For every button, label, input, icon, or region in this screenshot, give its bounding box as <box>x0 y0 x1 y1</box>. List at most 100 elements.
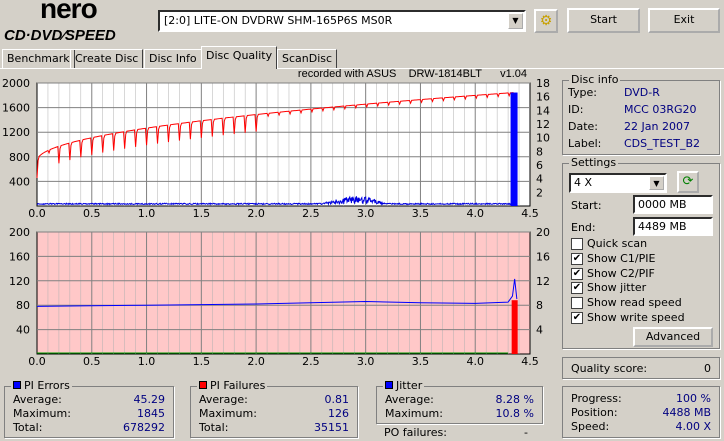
plot-area <box>37 83 530 206</box>
quality-score-value: 0 <box>704 362 711 375</box>
x-tick-label: 2.0 <box>247 355 265 368</box>
pi-errors-title: PI Errors <box>24 379 70 392</box>
checkbox[interactable]: ✔ <box>571 253 583 265</box>
stat-value: 45.29 <box>134 393 166 406</box>
start-label: Start: <box>571 199 602 212</box>
y-tick-label: 1200 <box>2 126 30 139</box>
advanced-button[interactable]: Advanced <box>633 327 713 347</box>
checkbox[interactable] <box>571 297 583 309</box>
checkbox[interactable]: ✔ <box>571 312 583 324</box>
plot-area <box>37 232 530 354</box>
speed-select[interactable]: 4 X ▼ <box>569 173 667 193</box>
stat-value: 4488 MB <box>662 406 711 419</box>
jitter-color-icon <box>385 381 393 389</box>
checkbox-label: Quick scan <box>587 237 647 250</box>
stat-label: Position: <box>571 406 618 419</box>
y2-tick-label: 8 <box>536 299 543 312</box>
y2-tick-label: 10 <box>536 132 550 145</box>
checkbox-option[interactable]: Quick scan <box>571 237 711 251</box>
checkbox-option[interactable]: Show read speed <box>571 296 711 310</box>
x-tick-label: 1.0 <box>138 207 156 220</box>
x-tick-label: 0.5 <box>83 355 101 368</box>
x-tick-label: 2.5 <box>302 207 320 220</box>
stat-label: Maximum: <box>199 407 257 420</box>
stat-row: Average: 8.28 % <box>385 393 534 408</box>
quality-score-group: Quality score: 0 <box>562 357 720 379</box>
x-tick-label: 4.5 <box>521 355 539 368</box>
stat-value: 1845 <box>137 407 165 420</box>
settings-title: Settings <box>569 156 618 169</box>
stat-label: Average: <box>199 393 248 406</box>
tab-disc-quality[interactable]: Disc Quality <box>201 46 277 69</box>
stat-row: Progress: 100 % <box>571 392 711 407</box>
checkbox[interactable] <box>571 238 583 250</box>
y2-tick-label: 12 <box>536 118 550 131</box>
checkbox-option[interactable]: ✔ Show jitter <box>571 281 711 295</box>
pi-failures-spike <box>512 300 518 354</box>
disc-info-value: DVD-R <box>624 86 660 99</box>
y2-tick-label: 4 <box>536 324 543 337</box>
disc-info-label: Date: <box>568 120 598 133</box>
x-tick-label: 0.0 <box>28 355 46 368</box>
po-failures-value: - <box>524 426 528 439</box>
stat-label: Speed: <box>571 420 609 433</box>
stat-label: Progress: <box>571 392 622 405</box>
stat-label: Average: <box>385 393 434 406</box>
stat-row: Maximum: 126 <box>199 407 349 422</box>
stat-value: 10.8 % <box>496 407 534 420</box>
x-tick-label: 0.0 <box>28 207 46 220</box>
end-label: End: <box>571 221 596 234</box>
jitter-group: Jitter Average: 8.28 % Maximum: 10.8 % <box>376 386 543 424</box>
stat-value: 678292 <box>123 421 165 434</box>
disc-info-row: ID: MCC 03RG20 <box>568 103 711 118</box>
stat-row: Maximum: 10.8 % <box>385 407 534 422</box>
disc-info-row: Date: 22 Jan 2007 <box>568 120 711 135</box>
y2-tick-label: 16 <box>536 91 550 104</box>
checkbox[interactable]: ✔ <box>571 282 583 294</box>
disc-info-value: 22 Jan 2007 <box>624 120 690 133</box>
checkbox[interactable]: ✔ <box>571 268 583 280</box>
y2-tick-label: 8 <box>536 145 543 158</box>
stat-label: Maximum: <box>385 407 443 420</box>
stat-value: 126 <box>328 407 349 420</box>
y-tick-label: 160 <box>9 250 30 263</box>
checkbox-label: Show read speed <box>587 296 682 309</box>
disc-info-label: Type: <box>568 86 597 99</box>
checkbox-label: Show C1/PIE <box>587 252 655 265</box>
disc-info-row: Label: CDS_TEST_B2 <box>568 137 711 152</box>
start-input[interactable]: 0000 MB <box>633 195 713 214</box>
y2-tick-label: 2 <box>536 186 543 199</box>
stat-value: 100 % <box>676 392 711 405</box>
x-tick-label: 3.5 <box>412 355 430 368</box>
speed-value: 4 X <box>574 176 592 189</box>
stat-value: 4.00 X <box>675 420 711 433</box>
stat-value: 35151 <box>314 421 349 434</box>
chevron-down-icon[interactable]: ▼ <box>649 176 664 190</box>
y-tick-label: 800 <box>9 151 30 164</box>
x-tick-label: 4.0 <box>466 207 484 220</box>
stat-label: Maximum: <box>13 407 71 420</box>
checkbox-option[interactable]: ✔ Show write speed <box>571 311 711 325</box>
x-tick-label: 3.0 <box>357 207 375 220</box>
x-tick-label: 1.0 <box>138 355 156 368</box>
stat-row: Total: 678292 <box>13 421 165 436</box>
stat-row: Position: 4488 MB <box>571 406 711 421</box>
y2-tick-label: 20 <box>536 226 550 239</box>
checkbox-option[interactable]: ✔ Show C1/PIE <box>571 252 711 266</box>
y-tick-label: 1600 <box>2 102 30 115</box>
disc-info-group: Disc info Type: DVD-R ID: MCC 03RG20 Date: 22… <box>562 80 720 155</box>
x-tick-label: 2.5 <box>302 355 320 368</box>
refresh-icon[interactable]: ⟳ <box>677 171 699 193</box>
pi-failures-color-icon <box>199 381 207 389</box>
checkbox-label: Show jitter <box>587 281 646 294</box>
checkbox-option[interactable]: ✔ Show C2/PIF <box>571 267 711 281</box>
progress-group: Progress: 100 % Position: 4488 MB Speed: 4.00… <box>562 386 720 438</box>
stat-row: Maximum: 1845 <box>13 407 165 422</box>
stat-row: Average: 0.81 <box>199 393 349 408</box>
y2-tick-label: 18 <box>536 77 550 90</box>
y-tick-label: 120 <box>9 275 30 288</box>
end-input[interactable]: 4489 MB <box>633 217 713 236</box>
y-tick-label: 80 <box>16 299 30 312</box>
stat-row: Speed: 4.00 X <box>571 420 711 435</box>
pi-failures-group: PI Failures Average: 0.81 Maximum: 126 Total:… <box>190 386 358 438</box>
